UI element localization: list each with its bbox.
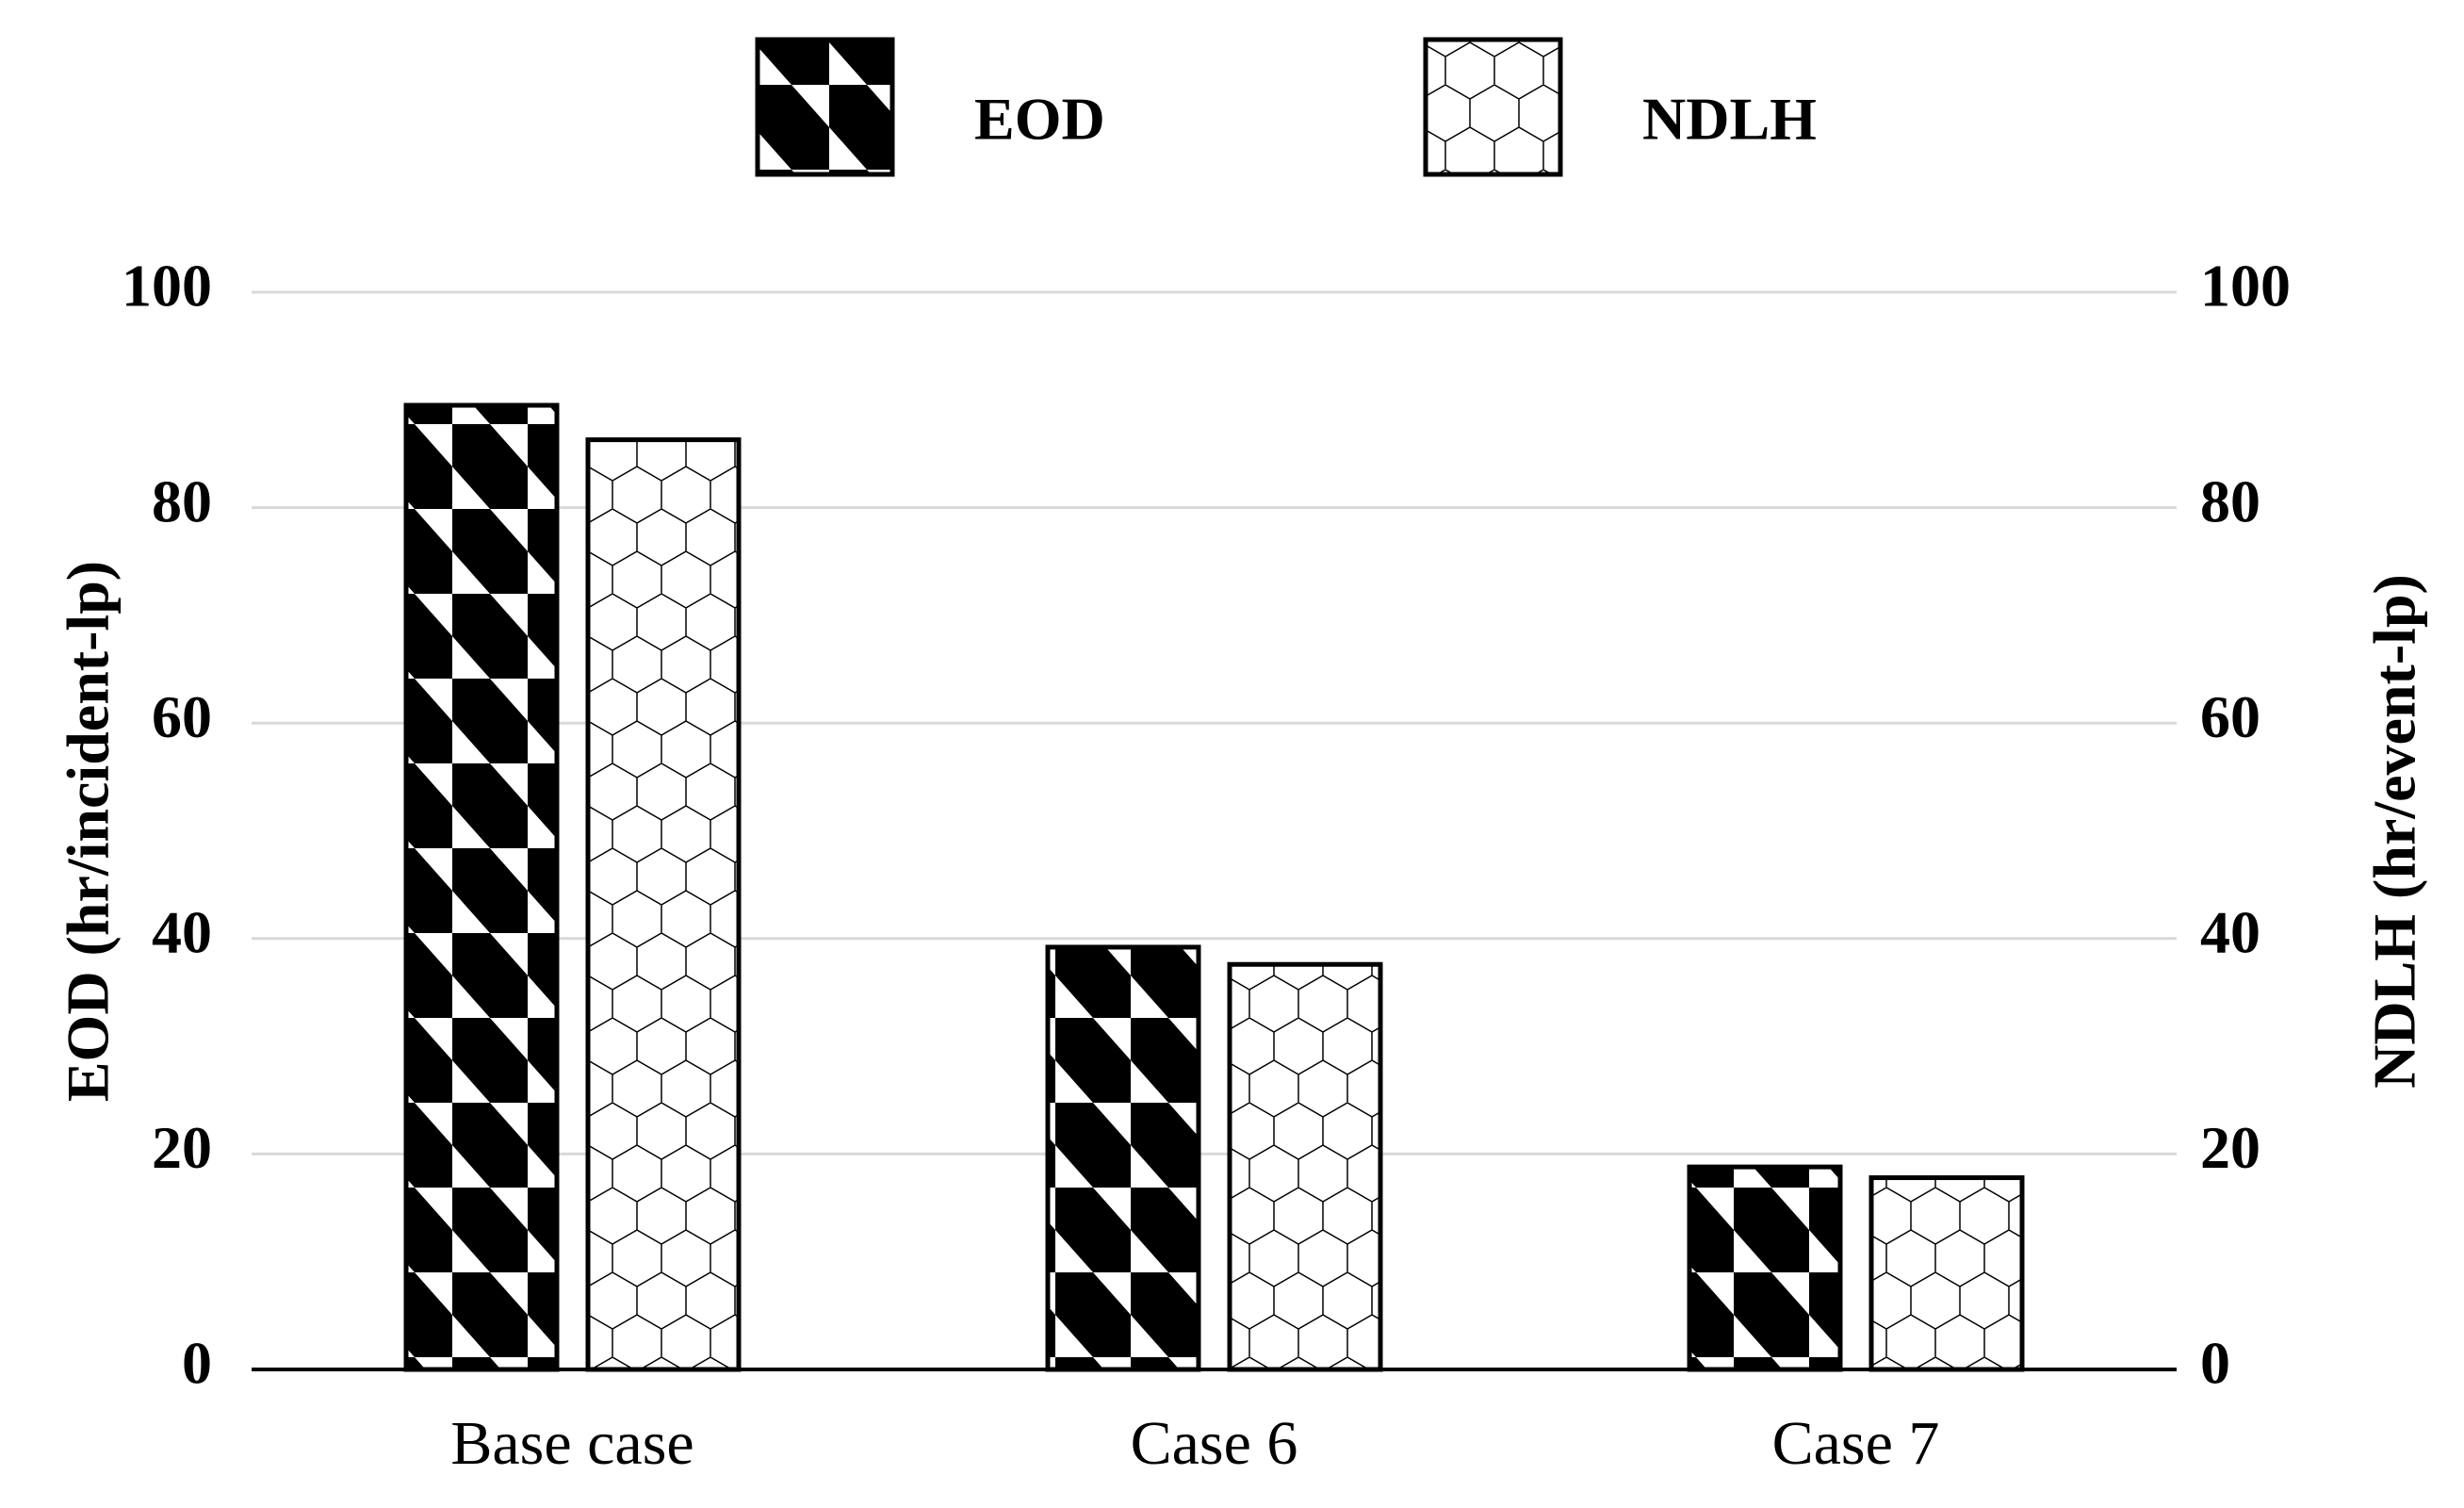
bar xyxy=(1045,944,1201,1372)
legend-label: NDLH xyxy=(1642,86,1817,153)
y2-tick-label: 80 xyxy=(2200,467,2260,534)
x-tick-label: Base case xyxy=(450,1409,694,1478)
y2-axis-label: NDLH (hr/event-lp) xyxy=(2361,574,2428,1089)
y-tick-label: 100 xyxy=(122,253,212,320)
y-tick-label: 40 xyxy=(152,898,212,965)
bar xyxy=(1227,961,1383,1372)
bar xyxy=(403,402,560,1372)
y-axis-label: EOD (hr/incident-lp) xyxy=(55,561,122,1102)
y-tick-label: 0 xyxy=(182,1330,212,1397)
y2-tick-label: 60 xyxy=(2200,683,2260,750)
legend-label: EOD xyxy=(974,86,1105,153)
x-tick-label: Case 6 xyxy=(1131,1409,1298,1478)
legend-swatch xyxy=(755,37,895,177)
bar xyxy=(1868,1175,2025,1372)
y2-tick-label: 20 xyxy=(2200,1114,2260,1181)
y2-tick-label: 0 xyxy=(2200,1330,2230,1397)
y2-tick-label: 40 xyxy=(2200,898,2260,965)
bar xyxy=(1687,1164,1843,1372)
y2-tick-label: 100 xyxy=(2200,253,2291,320)
legend-swatch xyxy=(1423,37,1563,177)
x-tick-label: Case 7 xyxy=(1772,1409,1940,1478)
y-tick-label: 80 xyxy=(152,467,212,534)
y-tick-label: 60 xyxy=(152,683,212,750)
bar xyxy=(585,437,742,1372)
y-tick-label: 20 xyxy=(152,1114,212,1181)
